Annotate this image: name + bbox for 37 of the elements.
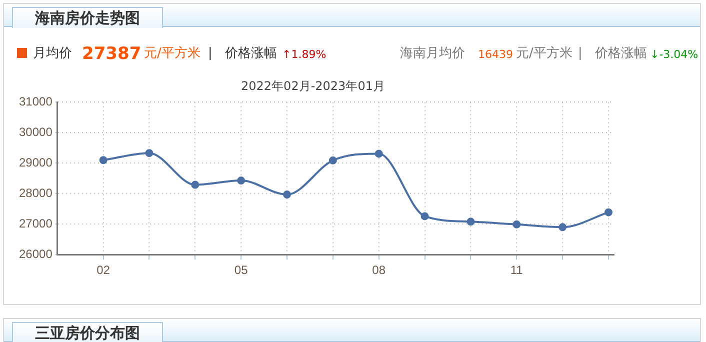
x-tick-label: 08	[372, 263, 386, 278]
point	[328, 156, 337, 164]
text: 三亚房价分布图	[12, 322, 163, 342]
text: ↑1.89%	[282, 47, 326, 63]
point	[558, 223, 567, 232]
point	[283, 190, 292, 199]
point	[466, 218, 475, 226]
point	[604, 208, 612, 216]
y-tick-label: 30000	[18, 124, 53, 139]
chart-title: 海南房价走势图	[12, 7, 163, 28]
point	[191, 180, 200, 189]
y-tick-label: 27000	[18, 216, 53, 230]
y-tick-label: 31000	[18, 94, 53, 109]
point	[237, 176, 246, 185]
text: 海南月均价	[400, 46, 465, 62]
point	[512, 220, 521, 228]
text: 元/平方米	[144, 46, 200, 62]
text: |	[208, 46, 212, 62]
y-tick-label: 29000	[18, 155, 53, 170]
text: |	[578, 46, 582, 62]
text: 27387	[82, 44, 142, 64]
x-tick-label: 02	[96, 263, 110, 278]
text: 元/平方米	[516, 46, 572, 62]
x-tick-label: 11	[510, 263, 524, 278]
point	[99, 156, 108, 164]
x-tick-label: 05	[234, 263, 248, 278]
text: 价格涨幅	[595, 46, 647, 62]
text: 价格涨幅	[225, 46, 277, 62]
point	[374, 150, 383, 158]
y-tick-label: 28000	[18, 186, 53, 200]
text: ↓-3.04%	[650, 47, 698, 63]
text: 16439	[478, 47, 513, 63]
chart-subtitle: 2022年02月-2023年01月	[240, 78, 386, 95]
y-tick-label: 26000	[18, 246, 53, 261]
point	[420, 212, 429, 220]
text: 月均价	[33, 46, 72, 62]
point	[145, 149, 154, 158]
